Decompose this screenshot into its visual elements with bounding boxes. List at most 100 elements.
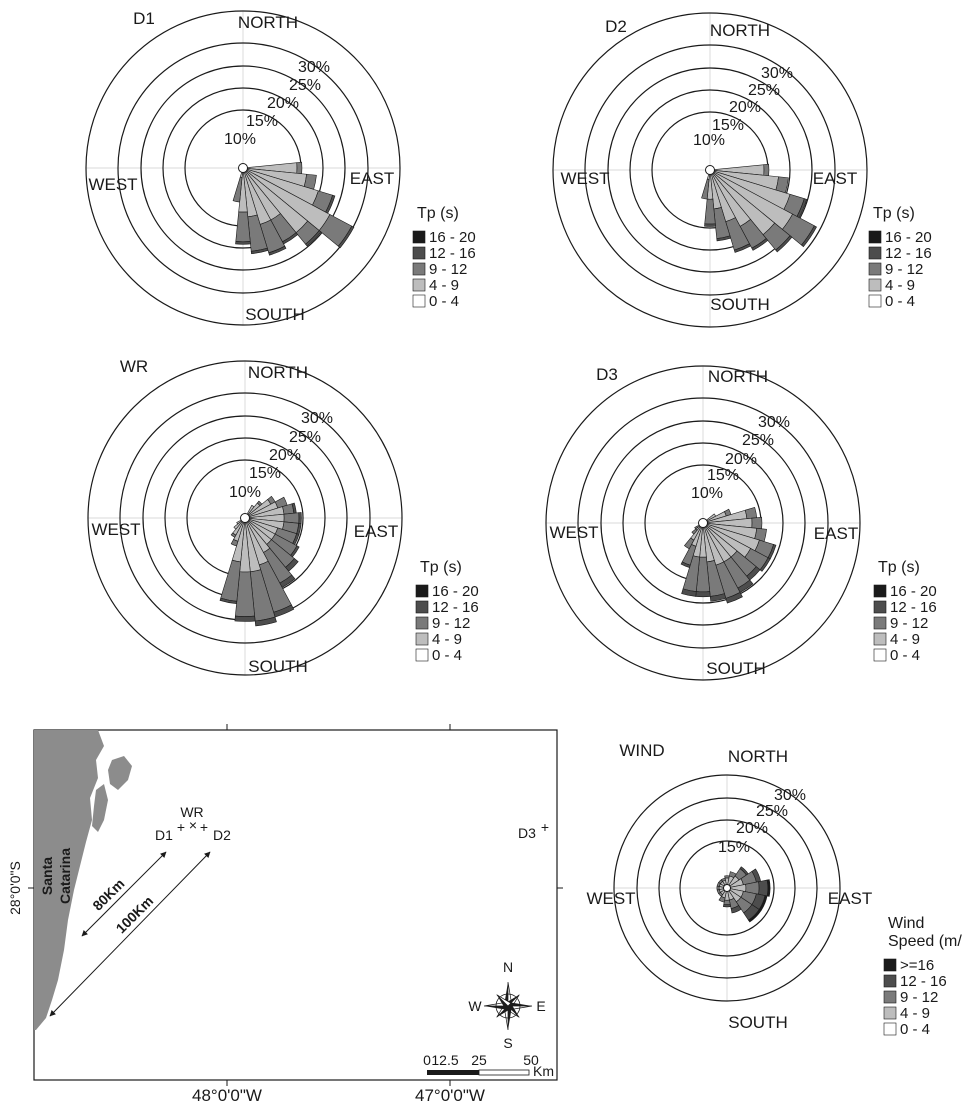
ring-label: 25%	[756, 803, 788, 820]
legend-title: Tp (s)	[420, 559, 462, 576]
island-shape	[108, 756, 132, 790]
legend-swatch	[868, 262, 882, 276]
ring-label: 30%	[761, 65, 793, 82]
legend-swatch	[873, 584, 887, 598]
ring-label: 25%	[289, 77, 321, 94]
longitude-label: 47°0'0"W	[415, 1086, 485, 1105]
direction-label: EAST	[354, 522, 398, 541]
petal-wind-90-class-2	[758, 879, 769, 897]
compass-label: N	[503, 959, 513, 975]
petal-d3-202.5-class-2	[680, 561, 691, 568]
legend-label: 0 - 4	[900, 1021, 930, 1038]
legend-label: 16 - 20	[429, 229, 476, 246]
direction-label: EAST	[350, 169, 394, 188]
ring-30	[85, 10, 401, 326]
scale-label: 50	[523, 1052, 539, 1068]
ring-label: 20%	[269, 447, 301, 464]
legend-swatch	[873, 600, 887, 614]
petal-d2-135-class-2	[775, 235, 793, 253]
petal-d1-168.75-class-2	[250, 247, 269, 255]
compass-point	[496, 994, 512, 1007]
petal-wr-191.25-class-1	[220, 559, 242, 602]
ring-20	[140, 65, 346, 271]
latitude-label: 28°0'0"S	[7, 861, 23, 915]
legend-swatch	[412, 246, 426, 260]
legend-swatch	[412, 294, 426, 308]
point-label: D2	[213, 827, 231, 843]
ring-label: 15%	[707, 467, 739, 484]
petal-wr-168.75-class-2	[254, 616, 277, 627]
legend-title: Tp (s)	[417, 205, 459, 222]
legend-swatch	[868, 294, 882, 308]
legend-swatch	[873, 648, 887, 662]
petal-d2-191.25-class-1	[701, 178, 710, 200]
island-shape	[92, 784, 108, 832]
point-symbol: +	[177, 819, 185, 835]
ring-15	[679, 840, 775, 936]
direction-label: NORTH	[710, 21, 770, 40]
petal-d3-168.75-class-2	[709, 593, 727, 602]
legend-label: 4 - 9	[429, 277, 459, 294]
petal-d2-90-class-1	[763, 163, 770, 177]
legend-label: 9 - 12	[429, 261, 467, 278]
legend-swatch	[873, 616, 887, 630]
ring-label: 25%	[748, 82, 780, 99]
petal-d1-191.25-class-1	[232, 176, 243, 203]
petal-wr-202.5-class-1	[230, 539, 239, 547]
petal-d1-180-class-2	[235, 241, 251, 245]
petal-wind-157.5-class-2	[730, 905, 742, 914]
petal-d3-213.75-class-1	[684, 537, 695, 550]
petal-d3-90-class-1	[751, 516, 763, 530]
calm-circle	[238, 163, 248, 173]
direction-label: SOUTH	[710, 295, 770, 314]
chart-title: D1	[133, 9, 155, 28]
legend-label: 16 - 20	[890, 583, 937, 600]
legend-swatch	[883, 990, 897, 1004]
chart-title: WIND	[619, 741, 664, 760]
legend-swatch	[412, 262, 426, 276]
legend-label: 12 - 16	[890, 599, 937, 616]
ring-15	[622, 442, 784, 604]
direction-label: WEST	[88, 175, 137, 194]
ring-25	[117, 42, 369, 294]
ring-20	[600, 420, 806, 626]
petal-wr-180-class-2	[234, 615, 256, 622]
direction-label: WEST	[549, 523, 598, 542]
direction-label: NORTH	[238, 13, 298, 32]
legend-swatch	[415, 584, 429, 598]
direction-label: WEST	[586, 889, 635, 908]
rose-chart-d2: D2 NORTH WEST EAST SOUTH 10%15%20%25%30% Tp (s…	[552, 12, 932, 328]
scale-label: 0	[423, 1052, 431, 1068]
legend-swatch	[412, 230, 426, 244]
ring-15	[629, 89, 791, 251]
petal-d3-236.25-class-1	[694, 525, 699, 530]
ring-label: 10%	[693, 132, 725, 149]
legend-label: 0 - 4	[885, 293, 915, 310]
petal-d3-180-class-2	[695, 591, 711, 598]
ring-25	[636, 797, 818, 979]
legend-label: 0 - 4	[890, 647, 920, 664]
ring-label: 15%	[718, 839, 750, 856]
legend-label: 16 - 20	[885, 229, 932, 246]
scale-label: 12.5	[431, 1052, 458, 1068]
legend-swatch	[415, 632, 429, 646]
ring-label: 30%	[301, 410, 333, 427]
legend-swatch	[415, 648, 429, 662]
direction-label: EAST	[813, 169, 857, 188]
calm-circle	[240, 513, 250, 523]
direction-label: SOUTH	[728, 1013, 788, 1032]
petal-d2-168.75-class-2	[716, 235, 732, 242]
distance-arrow-100km	[49, 851, 211, 1017]
ring-25	[584, 44, 836, 296]
ring-label: 30%	[774, 787, 806, 804]
legend-title: Tp (s)	[878, 559, 920, 576]
region-label: Santa	[39, 857, 55, 895]
petal-wr-90-class-1	[283, 512, 300, 524]
direction-label: NORTH	[708, 367, 768, 386]
ring-label: 10%	[229, 484, 261, 501]
petal-d1-123.75-class-2	[337, 225, 355, 249]
legend-swatch	[868, 246, 882, 260]
